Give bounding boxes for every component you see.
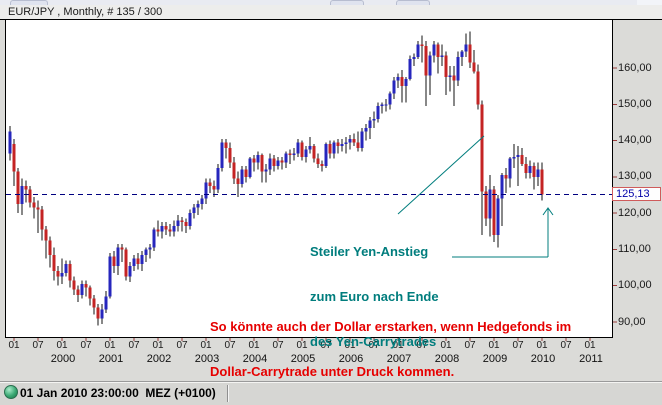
x-axis-tick-label: 07 — [464, 340, 476, 351]
tab-stub[interactable] — [396, 0, 430, 5]
y-axis-tick-label: 160,00 — [618, 61, 652, 74]
y-axis-tick-label: 140,00 — [618, 134, 652, 147]
corner-patch — [637, 0, 662, 8]
x-axis-year-label: 2001 — [98, 353, 124, 365]
y-axis-tick-label: 130,00 — [618, 170, 652, 183]
x-axis-tick-label: 07 — [560, 340, 572, 351]
x-axis-tick-label: 01 — [56, 340, 68, 351]
x-axis-tick-label: 07 — [128, 340, 140, 351]
last-price-badge: 125,13 — [612, 187, 661, 201]
x-axis-tick-label: 07 — [512, 340, 524, 351]
x-axis-tick-label: 01 — [392, 340, 404, 351]
x-axis-tick-label: 01 — [584, 340, 596, 351]
x-axis-tick-label: 01 — [104, 340, 116, 351]
x-axis-year-label: 2005 — [290, 353, 316, 365]
y-axis-tick-label: 110,00 — [618, 242, 651, 255]
x-axis-year-label: 2004 — [242, 353, 268, 365]
x-axis-year-label: 2003 — [194, 353, 220, 365]
x-axis-tick-label: 01 — [296, 340, 308, 351]
top-strip — [0, 0, 662, 8]
chart-title: EUR/JPY , Monthly, # 135 / 300 — [8, 6, 163, 18]
chart-title-bar: EUR/JPY , Monthly, # 135 / 300 — [0, 5, 662, 19]
x-axis-year-label: 2006 — [338, 353, 364, 365]
x-axis-year-label: 2000 — [50, 353, 76, 365]
annotation-line: Steiler Yen-Anstieg — [310, 244, 429, 259]
status-bar: 01 Jan 2010 23:00:00 MEZ (+0100) — [0, 381, 662, 405]
x-axis-tick-label: 07 — [368, 340, 380, 351]
annotation-line: zum Euro nach Ende — [310, 289, 439, 304]
x-axis-year-label: 2009 — [482, 353, 508, 365]
status-separator — [227, 385, 229, 402]
x-axis-tick-label: 01 — [152, 340, 164, 351]
y-axis-tick-label: 100,00 — [618, 279, 652, 292]
y-axis-tick-label: 120,00 — [618, 206, 652, 219]
x-axis-tick-label: 01 — [200, 340, 212, 351]
connection-status-icon — [4, 385, 18, 399]
x-axis-tick-label: 01 — [344, 340, 356, 351]
x-axis-tick-label: 01 — [248, 340, 260, 351]
x-axis-year-label: 2010 — [530, 353, 556, 365]
x-axis-tick-label: 07 — [80, 340, 92, 351]
x-axis-year-label: 2008 — [434, 353, 460, 365]
x-axis-tick-label: 01 — [488, 340, 500, 351]
x-axis-tick-label: 07 — [224, 340, 236, 351]
x-axis-tick-label: 07 — [320, 340, 332, 351]
x-axis-year-label: 2011 — [579, 353, 603, 365]
annotation-line: So könnte auch der Dollar erstarken, wen… — [210, 319, 572, 334]
y-axis-tick-label: 150,00 — [618, 97, 652, 110]
tab-stub[interactable] — [10, 0, 48, 5]
x-axis-tick-label: 07 — [272, 340, 284, 351]
x-axis-tick-label: 07 — [176, 340, 188, 351]
x-axis-tick-label: 01 — [440, 340, 452, 351]
x-axis-tick-label: 07 — [32, 340, 44, 351]
x-axis-tick-label: 01 — [8, 340, 20, 351]
chart-plot-area[interactable] — [5, 19, 613, 338]
status-timestamp: 01 Jan 2010 23:00:00 MEZ (+0100) — [20, 386, 216, 400]
annotation-yen-anstieg: Steiler Yen-Anstieg zum Euro nach Ende d… — [310, 214, 439, 379]
y-axis-tick-label: 90,00 — [618, 315, 646, 328]
x-axis-tick-label: 07 — [416, 340, 428, 351]
x-axis-tick-label: 01 — [536, 340, 548, 351]
annotation-dollar-carrytrade: So könnte auch der Dollar erstarken, wen… — [210, 289, 571, 405]
x-axis-year-label: 2007 — [386, 353, 412, 365]
annotation-line: des Yen-Carrytrades — [310, 334, 437, 349]
annotation-line: Dollar-Carrytrade unter Druck kommen. — [210, 364, 455, 379]
tab-stub[interactable] — [330, 0, 364, 5]
x-axis-year-label: 2002 — [146, 353, 172, 365]
